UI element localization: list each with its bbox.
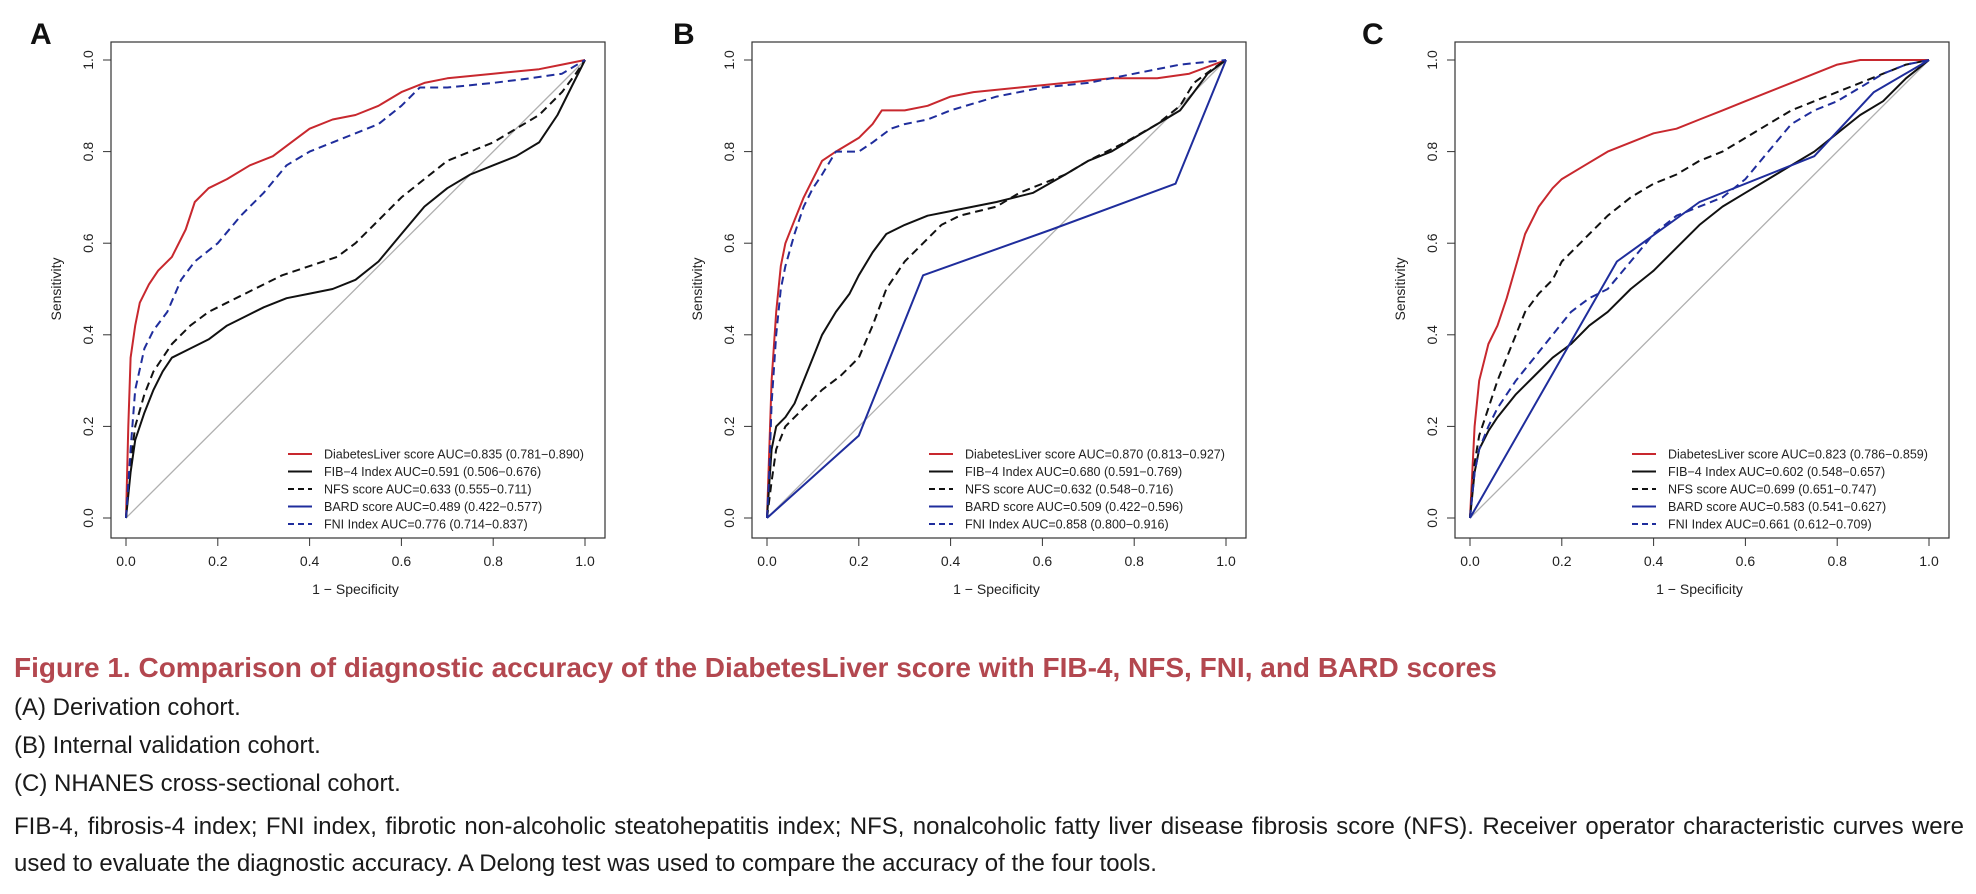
y-tick-label: 0.6 [1424,233,1440,253]
x-tick-label: 0.4 [941,553,961,569]
legend-label-fni: FNI Index AUC=0.776 (0.714−0.837) [324,518,528,532]
x-tick-label: 0.6 [1033,553,1053,569]
y-tick-label: 0.4 [80,325,96,345]
roc-panel-c: C 0.0 0.2 0.4 0.6 0.8 1.0 0.0 0.2 0.4 0.6 0.8 1.0 1 −… [1362,18,1950,597]
y-axis-title: Sensitivity [689,257,705,320]
legend-label-fib4: FIB−4 Index AUC=0.602 (0.548−0.657) [1668,465,1885,479]
legend-label-bard: BARD score AUC=0.509 (0.422−0.596) [965,500,1183,514]
series-nfs-line [1469,59,1930,519]
reference-diagonal [125,59,586,519]
legend: DiabetesLiver score AUC=0.835 (0.781−0.8… [288,448,584,532]
y-tick-label: 0.2 [721,416,737,436]
series-nfs-line [766,59,1227,519]
plot-frame [1454,41,1950,539]
legend-label-fib4: FIB−4 Index AUC=0.680 (0.591−0.769) [965,465,1182,479]
y-tick-label: 0.2 [1424,416,1440,436]
series-bard-line [1469,59,1930,519]
plot-frame [110,41,606,539]
y-tick-label: 0.4 [721,325,737,345]
legend: DiabetesLiver score AUC=0.823 (0.786−0.8… [1632,448,1928,532]
x-tick-label: 0.0 [116,553,136,569]
series-diabetesliver-line [1469,59,1929,519]
y-axis-title: Sensitivity [1392,257,1408,320]
x-axis-title: 1 − Specificity [312,581,399,597]
x-tick-label: 0.6 [1736,553,1756,569]
x-tick-label: 0.4 [300,553,320,569]
series-fni-line [766,59,1227,519]
x-tick-label: 0.6 [392,553,412,569]
x-tick-label: 0.2 [849,553,869,569]
legend-label-nfs: NFS score AUC=0.633 (0.555−0.711) [324,483,532,497]
series-diabetesliver-line [766,59,1227,519]
legend-label-diabetesliver: DiabetesLiver score AUC=0.823 (0.786−0.8… [1668,448,1928,462]
panel-label: A [30,18,52,51]
y-tick-label: 0.4 [1424,325,1440,345]
legend-label-diabetesliver: DiabetesLiver score AUC=0.870 (0.813−0.9… [965,448,1225,462]
y-axis-title: Sensitivity [48,257,64,320]
series-diabetesliver-line [125,59,586,519]
legend-label-fib4: FIB−4 Index AUC=0.591 (0.506−0.676) [324,465,541,479]
legend-label-nfs: NFS score AUC=0.699 (0.651−0.747) [1668,483,1876,497]
legend-label-fni: FNI Index AUC=0.661 (0.612−0.709) [1668,518,1872,532]
roc-figure: A 0.0 0.2 0.4 0.6 0.8 1.0 0.0 0.2 0.4 0.6 0.8 1.0 1 −… [30,18,1950,597]
y-tick-label: 0.2 [80,416,96,436]
x-axis-title: 1 − Specificity [1656,581,1743,597]
y-tick-label: 0.8 [80,142,96,162]
series-fib4-line [125,59,586,519]
x-tick-label: 0.2 [208,553,228,569]
y-tick-label: 0.8 [1424,142,1440,162]
x-tick-label: 1.0 [575,553,595,569]
legend-label-bard: BARD score AUC=0.583 (0.541−0.627) [1668,500,1886,514]
legend-label-diabetesliver: DiabetesLiver score AUC=0.835 (0.781−0.8… [324,448,584,462]
panel-label: B [673,18,695,51]
y-tick-label: 1.0 [1424,50,1440,70]
legend-label-fni: FNI Index AUC=0.858 (0.800−0.916) [965,518,1169,532]
y-tick-label: 1.0 [80,50,96,70]
series-bard-line [766,59,1227,519]
x-tick-label: 0.8 [1124,553,1144,569]
legend-label-bard: BARD score AUC=0.489 (0.422−0.577) [324,500,542,514]
x-tick-label: 1.0 [1919,553,1939,569]
x-tick-label: 0.2 [1552,553,1572,569]
reference-diagonal [766,59,1227,519]
series-fib4-line [1469,59,1930,519]
y-tick-label: 0.8 [721,142,737,162]
x-axis-title: 1 − Specificity [953,581,1040,597]
series-fni-line [125,59,586,519]
x-tick-label: 0.0 [1460,553,1480,569]
y-tick-label: 0.0 [1424,508,1440,528]
legend-label-nfs: NFS score AUC=0.632 (0.548−0.716) [965,483,1173,497]
legend: DiabetesLiver score AUC=0.870 (0.813−0.9… [929,448,1225,532]
y-tick-label: 0.6 [80,233,96,253]
x-tick-label: 1.0 [1216,553,1236,569]
panel-c-caption: (C) NHANES cross-sectional cohort. [14,770,401,797]
series-fib4-line [766,59,1227,519]
x-tick-label: 0.8 [1827,553,1847,569]
y-tick-label: 0.0 [721,508,737,528]
y-tick-label: 1.0 [721,50,737,70]
roc-panel-b: B 0.0 0.2 0.4 0.6 0.8 1.0 0.0 0.2 0.4 0.6 0.8 1.0 1 −… [673,18,1247,597]
figure-title: Figure 1. Comparison of diagnostic accur… [14,652,1497,683]
panel-b-caption: (B) Internal validation cohort. [14,732,321,759]
panel-a-caption: (A) Derivation cohort. [14,694,241,721]
panel-label: C [1362,18,1384,51]
x-tick-label: 0.0 [757,553,777,569]
x-tick-label: 0.8 [483,553,503,569]
y-tick-label: 0.0 [80,508,96,528]
reference-diagonal [1469,59,1930,519]
y-tick-label: 0.6 [721,233,737,253]
x-tick-label: 0.4 [1644,553,1664,569]
series-nfs-line [125,59,586,519]
roc-panel-a: A 0.0 0.2 0.4 0.6 0.8 1.0 0.0 0.2 0.4 0.6 0.8 1.0 1 −… [30,18,606,597]
figure-note: FIB-4, fibrosis-4 index; FNI index, fibr… [14,813,1964,877]
